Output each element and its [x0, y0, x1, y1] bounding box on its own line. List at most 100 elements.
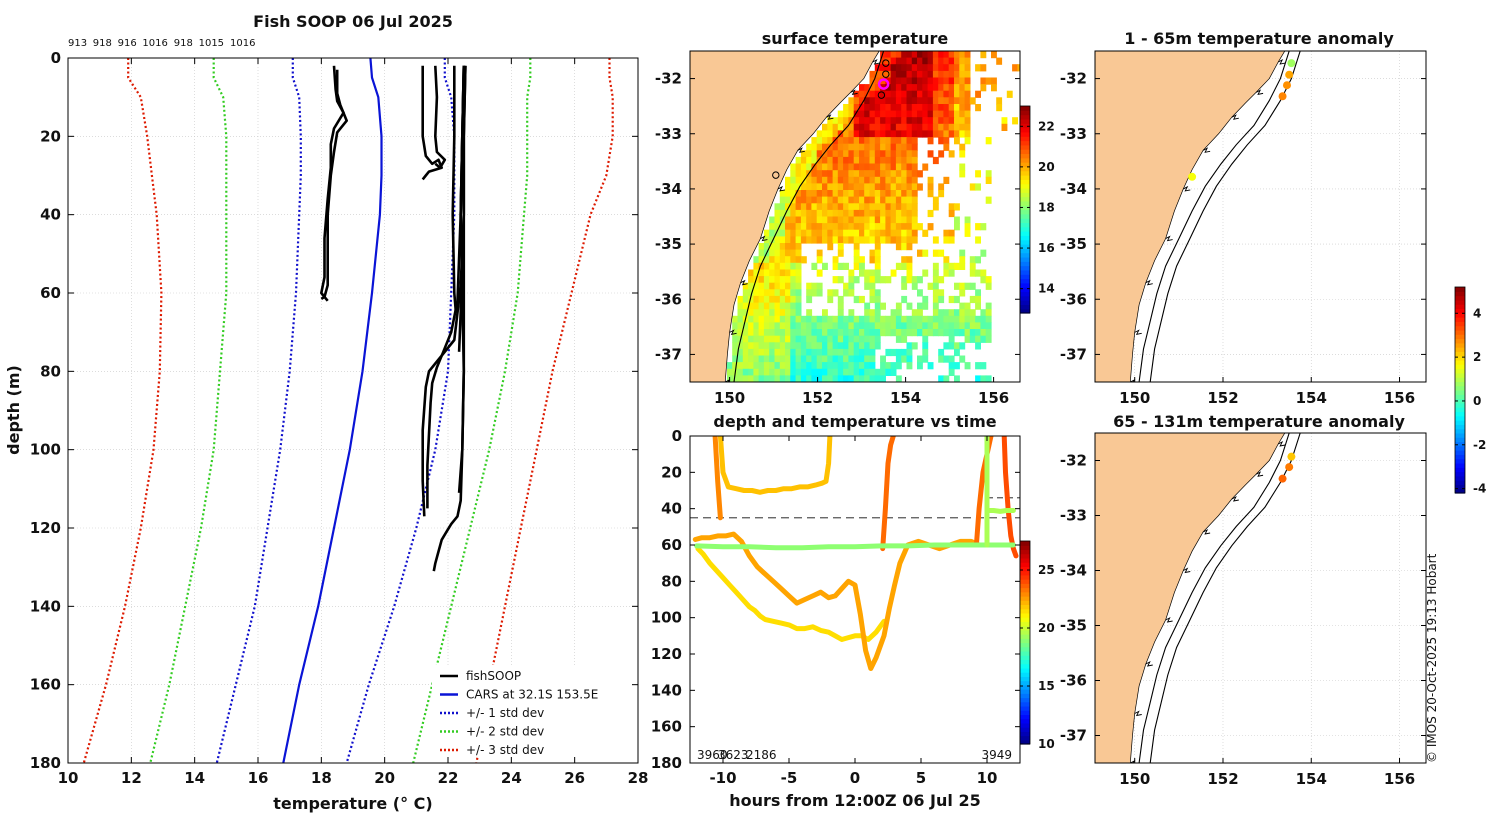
- sst-cell: [795, 229, 802, 237]
- sst-cell: [753, 289, 760, 297]
- sst-cell: [932, 110, 939, 118]
- sst-cell: [880, 236, 886, 244]
- ts-colorbar-segment: [1020, 638, 1030, 644]
- sst-cell: [980, 64, 987, 72]
- sst-cell: [748, 355, 754, 363]
- sst-cell: [890, 223, 897, 231]
- sst-cell: [795, 170, 802, 178]
- sst-cell: [764, 382, 770, 389]
- sst-cell: [938, 309, 945, 317]
- sst-cell: [901, 256, 908, 264]
- sst-cell: [901, 262, 908, 270]
- sst-cell: [969, 97, 976, 105]
- sst-cell: [832, 156, 839, 165]
- sst-cell: [737, 302, 744, 310]
- sst-cell: [859, 156, 865, 165]
- sst-cell: [959, 57, 966, 65]
- sst-cell: [853, 355, 860, 363]
- sst-cell: [948, 269, 955, 277]
- sst-cell: [959, 51, 966, 59]
- sst-cell: [822, 170, 828, 178]
- sst-cell: [954, 137, 960, 145]
- sst-cell: [837, 309, 844, 317]
- sst-cell: [774, 329, 781, 337]
- sst-cell: [917, 315, 923, 323]
- sst-cell: [890, 137, 897, 145]
- sst-cell: [848, 170, 855, 178]
- sst-colorbar-segment: [1020, 295, 1030, 301]
- sst-cell: [837, 150, 844, 158]
- sst-cell: [864, 302, 871, 310]
- sst-cell: [901, 315, 908, 323]
- sst-cell: [911, 163, 918, 171]
- sst-cell: [779, 209, 786, 218]
- sst-cell: [769, 322, 776, 330]
- sst-cell: [932, 84, 939, 92]
- sst-cell: [758, 262, 765, 270]
- a2-coast-detail: [1145, 660, 1153, 667]
- sst-cell: [922, 329, 929, 337]
- anomaly-colorbar-tick-label: 0: [1473, 394, 1481, 408]
- sst-cell: [859, 216, 865, 224]
- profile-xtick-label: 16: [248, 769, 269, 787]
- sst-cell: [874, 176, 881, 184]
- sst-cell: [906, 137, 913, 145]
- sst-cell: [822, 163, 828, 171]
- sst-cell: [943, 137, 950, 145]
- sst-cell: [932, 282, 939, 290]
- profile-top-label: 913: [68, 38, 87, 49]
- sst-cell: [943, 143, 950, 151]
- sst-cell: [758, 269, 765, 277]
- sst-cell: [895, 315, 902, 323]
- sst-cell: [959, 84, 966, 92]
- sst-cell: [748, 329, 754, 337]
- sst-cell: [806, 315, 813, 323]
- sst-cell: [806, 355, 813, 363]
- sst-cell: [790, 243, 797, 251]
- sst-xtick-label: 152: [802, 389, 833, 407]
- sst-colorbar-segment: [1020, 136, 1030, 142]
- sst-cell: [869, 348, 876, 357]
- sst-cell: [901, 123, 908, 131]
- sst-cell: [843, 355, 849, 363]
- sst-cell: [943, 262, 950, 270]
- sst-cell: [753, 348, 760, 357]
- sst-shelf-contour: [733, 51, 885, 382]
- sst-cell: [806, 163, 813, 171]
- sst-cell: [832, 117, 839, 125]
- a2-ytick-label: -35: [1060, 617, 1087, 635]
- sst-cell: [985, 375, 992, 382]
- sst-cell: [869, 289, 876, 297]
- fish-profile-line: [433, 65, 447, 169]
- sst-cell: [890, 315, 897, 323]
- sst-cell: [885, 276, 892, 284]
- sst-cell: [832, 256, 839, 264]
- sst-cell: [954, 322, 960, 330]
- anomaly-colorbar-segment: [1455, 342, 1465, 348]
- sst-cell: [864, 123, 871, 131]
- sst-colorbar-segment: [1020, 192, 1030, 198]
- sst-cell: [763, 375, 770, 382]
- sst-cell: [769, 315, 776, 323]
- anomaly-colorbar-segment: [1455, 385, 1465, 391]
- sst-cell: [816, 335, 823, 343]
- sst-cell: [742, 295, 749, 304]
- sst-cell: [811, 355, 818, 363]
- sst-cell: [848, 123, 855, 131]
- profile-top-label: 918: [93, 38, 112, 49]
- ts-track: [712, 436, 723, 521]
- sst-cell: [964, 77, 971, 85]
- sst-cell: [732, 355, 739, 363]
- anomaly-colorbar-segment: [1455, 458, 1465, 464]
- a2-xtick-label: 154: [1296, 770, 1327, 788]
- profile-top-label: 916: [118, 38, 137, 49]
- sst-cell: [853, 315, 860, 323]
- a1-xtick-label: 150: [1119, 389, 1150, 407]
- sst-cell: [885, 130, 892, 138]
- sst-cell: [763, 256, 770, 264]
- sst-cell: [779, 335, 786, 343]
- sst-cell: [948, 209, 955, 218]
- sst-ytick-label: -36: [655, 290, 682, 308]
- sst-cell: [869, 329, 876, 337]
- sst-cell: [906, 348, 913, 357]
